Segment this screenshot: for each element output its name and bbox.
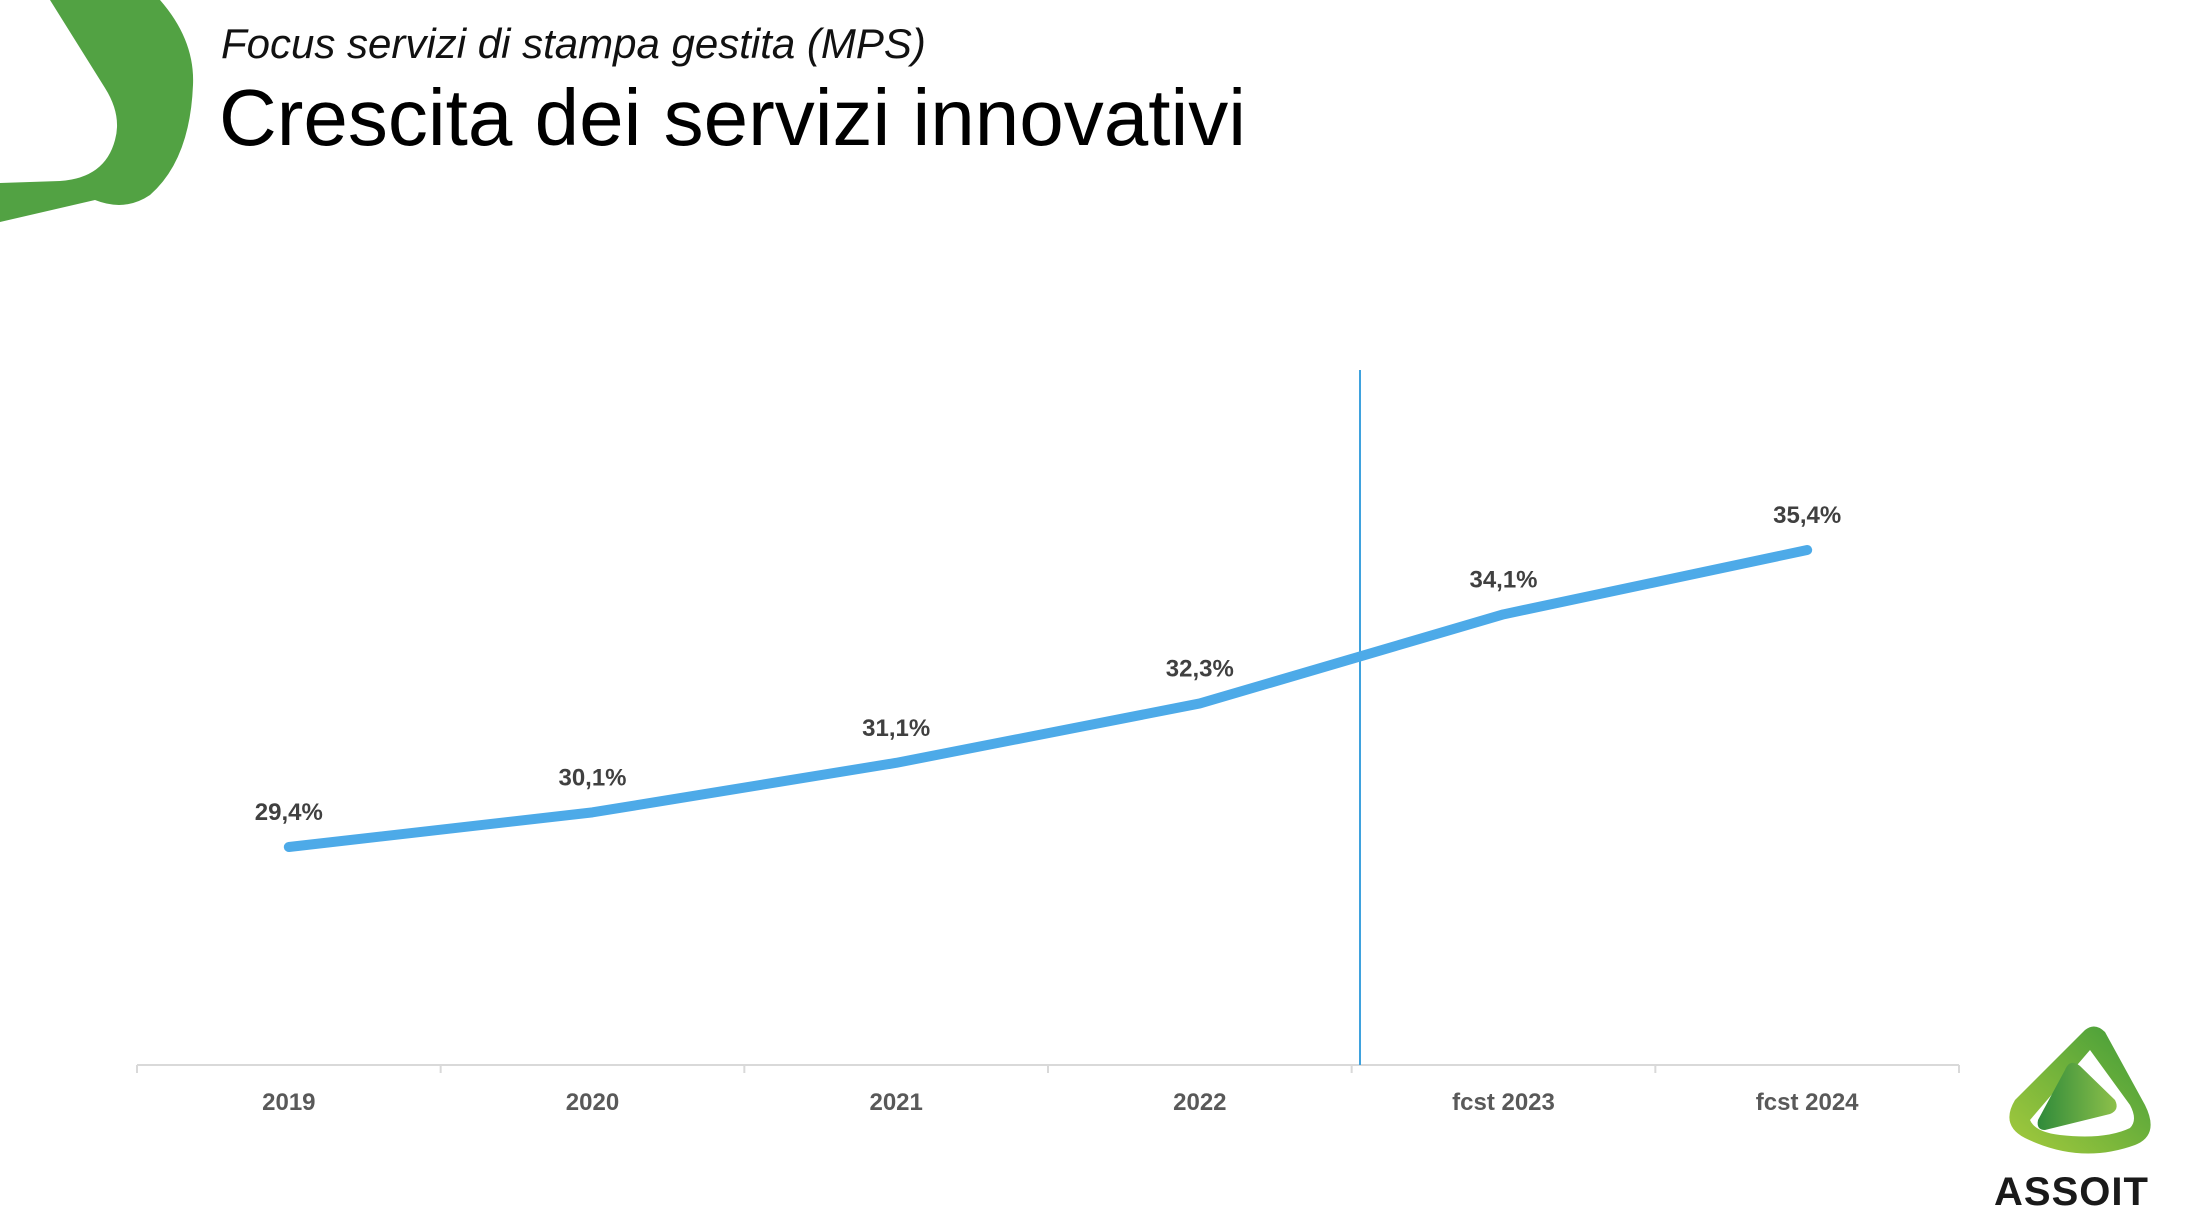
data-label: 31,1% <box>862 715 930 742</box>
data-label: 35,4% <box>1773 502 1841 529</box>
page-subtitle: Focus servizi di stampa gestita (MPS) <box>221 20 926 67</box>
logo-text: ASSOIT <box>1994 1170 2149 1214</box>
data-label: 29,4% <box>255 799 323 826</box>
x-axis <box>136 1064 1960 1073</box>
x-tick-label: 2022 <box>1173 1089 1226 1116</box>
series-line <box>283 545 1813 852</box>
data-label: 34,1% <box>1469 566 1537 593</box>
x-tick-label: fcst 2023 <box>1452 1089 1555 1116</box>
x-tick-label: 2019 <box>262 1089 315 1116</box>
brand-swoosh-shape <box>0 0 194 222</box>
x-tick-label: fcst 2024 <box>1756 1089 1859 1116</box>
data-label: 32,3% <box>1166 655 1234 682</box>
x-tick-label: 2021 <box>869 1089 922 1116</box>
data-label: 30,1% <box>558 764 626 791</box>
assoit-logo-icon <box>2009 1026 2151 1154</box>
x-tick-label: 2020 <box>566 1089 619 1116</box>
page-title: Crescita dei servizi innovativi <box>219 73 1247 162</box>
